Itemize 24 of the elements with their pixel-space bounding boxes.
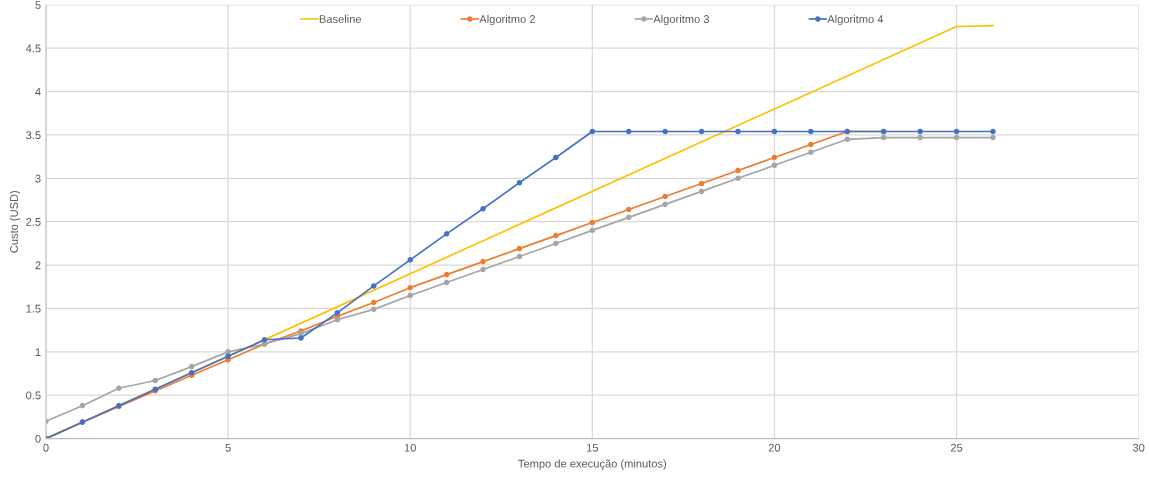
y-tick-label: 4.5 <box>25 44 41 53</box>
legend-label: Algoritmo 2 <box>479 14 535 26</box>
x-tick-label: 0 <box>43 443 49 452</box>
legend-label: Baseline <box>319 14 362 23</box>
x-tick-label: 30 <box>1132 443 1145 452</box>
y-tick-label: 0.5 <box>26 391 41 400</box>
y-tick-label: 2 <box>35 261 41 270</box>
y-axis-title: Custo (USD) <box>9 190 21 253</box>
x-axis-title: Tempo de execução (minutos) <box>518 459 667 470</box>
legend-label: Algoritmo 4 <box>827 14 884 26</box>
x-tick-label: 15 <box>586 443 599 452</box>
y-tick-label: 4 <box>35 87 41 96</box>
x-tick-label: 25 <box>950 443 963 452</box>
y-tick-label: 0 <box>35 434 41 443</box>
x-tick-label: 10 <box>404 443 416 452</box>
y-tick-label: 5 <box>35 1 41 9</box>
y-tick-label: 3.5 <box>26 131 41 140</box>
y-tick-label: 2.5 <box>26 217 41 226</box>
y-tick-label: 3 <box>35 174 41 183</box>
legend-label: Algoritmo 3 <box>653 14 710 26</box>
y-tick-label: 1.5 <box>26 304 41 313</box>
x-tick-label: 20 <box>768 443 781 452</box>
y-tick-label: 1 <box>35 348 41 356</box>
x-tick-label: 5 <box>225 443 231 452</box>
